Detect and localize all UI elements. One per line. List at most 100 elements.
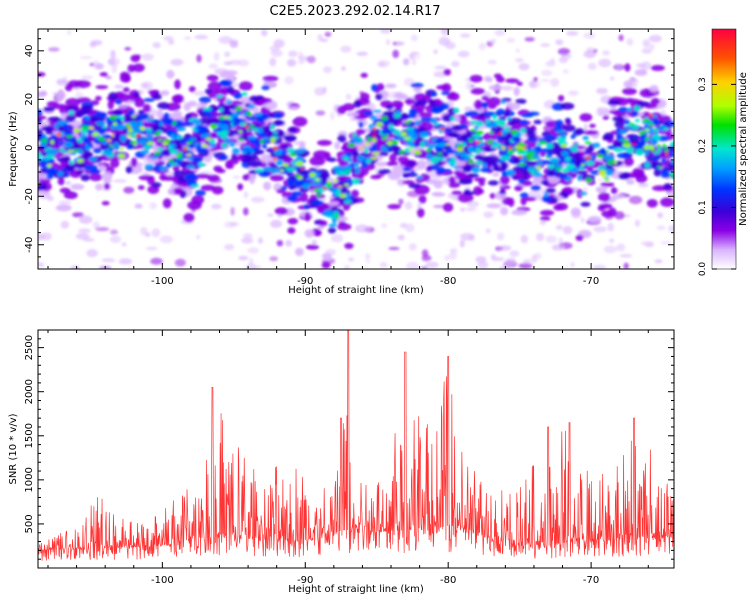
spectrogram-blob <box>508 197 515 207</box>
spectrogram-blob <box>184 173 199 181</box>
spectrogram-speckle <box>623 262 629 269</box>
spectrogram-blob <box>471 166 481 173</box>
spectrogram-blob <box>251 115 255 122</box>
spectrogram-speckle <box>438 36 451 46</box>
spectrogram-blob <box>184 133 191 138</box>
spectrogram-blob <box>451 190 463 196</box>
spectrogram-blob <box>63 191 78 200</box>
spectrogram-blob <box>603 132 614 141</box>
spectrogram-blob <box>464 189 471 195</box>
spectrogram-speckle <box>355 224 369 233</box>
spectrogram-x-ticks: -100 -90 -80 -70 <box>47 29 649 287</box>
spectrogram-speckle <box>224 51 231 58</box>
spectrogram-blob <box>518 155 523 159</box>
spectrogram-blob <box>458 178 473 185</box>
spectrogram-speckle <box>65 180 72 186</box>
snr-y-label: SNR (10 * v/v) <box>8 413 19 484</box>
spectrogram-speckle <box>619 254 633 258</box>
spectrogram-blob <box>644 128 650 132</box>
spectrogram-blob <box>580 201 591 207</box>
spectrogram-speckle <box>396 38 408 47</box>
spectrogram-blob <box>466 154 475 158</box>
spectrogram-blob <box>644 163 651 168</box>
spectrogram-speckle <box>531 254 538 264</box>
spectrogram-blob <box>175 135 183 140</box>
spectrogram-blob <box>541 195 551 203</box>
spectrogram-blob <box>242 174 251 181</box>
spectrogram-speckle <box>232 175 241 179</box>
spectrogram-blob <box>317 139 332 146</box>
spectrogram-blob <box>381 90 389 100</box>
spectrogram-speckle <box>174 258 186 267</box>
spectrogram-blob <box>127 110 135 115</box>
spectrogram-speckle <box>506 37 516 43</box>
spectrogram-speckle <box>377 61 387 68</box>
spectrogram-blob <box>198 117 212 125</box>
spectrogram-speckle <box>398 198 404 205</box>
spectrogram-speckle <box>81 75 93 80</box>
spectrogram-blob <box>378 151 389 157</box>
spectrogram-blob <box>43 106 55 113</box>
spectrogram-speckle <box>628 195 643 205</box>
spectrogram-blob <box>226 85 235 94</box>
spectrogram-speckle <box>465 81 474 91</box>
spectrogram-speckle <box>277 214 282 218</box>
spectrogram-speckle <box>208 63 218 69</box>
spectrogram-blob <box>162 198 172 209</box>
spectrogram-speckle <box>545 60 556 67</box>
spectrogram-blob <box>311 200 324 206</box>
spectrogram-speckle <box>583 32 596 39</box>
x-tick-label: -90 <box>297 575 313 586</box>
spectrogram-blob <box>101 141 109 145</box>
spectrogram-blob <box>209 143 217 148</box>
spectrogram-blob <box>297 148 307 152</box>
spectrogram-blob <box>450 116 456 122</box>
spectrogram-blob <box>371 137 377 143</box>
spectrogram-blob <box>146 130 154 135</box>
spectrogram-speckle <box>151 228 161 238</box>
spectrogram-blob <box>409 147 414 151</box>
spectrogram-blob <box>64 163 76 172</box>
spectrogram-blob <box>508 146 513 150</box>
spectrogram-blob <box>365 141 370 146</box>
spectrogram-blob <box>539 216 551 221</box>
spectrogram-blob <box>660 172 671 179</box>
spectrogram-blob <box>570 207 581 216</box>
snr-frame <box>37 329 675 569</box>
spectrogram-blob <box>287 179 294 187</box>
spectrogram-blob <box>596 154 604 159</box>
spectrogram-blob <box>188 86 196 93</box>
spectrogram-blob <box>623 80 633 88</box>
spectrogram-blob <box>443 68 452 76</box>
spectrogram-blob <box>449 91 456 99</box>
spectrogram-speckle <box>62 76 68 83</box>
spectrogram-blob <box>430 118 438 124</box>
spectrogram-blob <box>115 99 123 105</box>
spectrogram-speckle <box>558 56 569 64</box>
spectrogram-blob <box>109 124 120 130</box>
spectrogram-blob <box>418 195 427 204</box>
spectrogram-blob <box>383 147 388 152</box>
spectrogram-blob <box>172 94 184 104</box>
spectrogram-blob <box>241 157 252 164</box>
colorbar-tick-label: 0.2 <box>698 139 708 153</box>
spectrogram-speckle <box>109 235 121 243</box>
spectrogram-blob <box>248 160 262 168</box>
spectrogram-blob <box>95 63 104 70</box>
spectrogram-blob <box>624 63 631 72</box>
spectrogram-blob <box>154 151 161 156</box>
spectrogram-blob <box>38 91 47 98</box>
spectrogram-speckle <box>624 185 637 193</box>
spectrogram-blob <box>332 179 339 183</box>
spectrogram-blob <box>634 69 648 76</box>
spectrogram-blob <box>500 100 507 104</box>
spectrogram-blob <box>59 187 71 194</box>
spectrogram-blob <box>663 127 669 131</box>
spectrogram-blob <box>582 135 589 141</box>
spectrogram-speckle <box>562 69 569 74</box>
spectrogram-blob <box>518 179 525 185</box>
spectrogram-blob <box>126 144 134 150</box>
spectrogram-blob <box>652 118 659 126</box>
spectrogram-speckle <box>58 200 72 205</box>
spectrogram-blob <box>527 151 535 156</box>
